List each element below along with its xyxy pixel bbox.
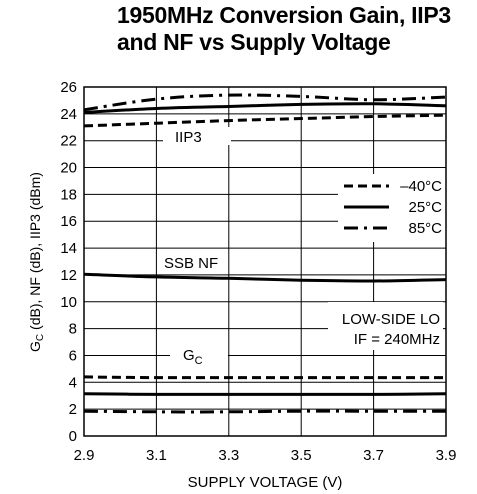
y-tick-label: 6 <box>69 347 77 364</box>
y-axis-label: GC (dB), NF (dB), IIP3 (dBm) <box>27 172 46 352</box>
y-tick-label: 2 <box>69 401 77 418</box>
x-axis-label: SUPPLY VOLTAGE (V) <box>188 474 343 491</box>
legend-label-minus40: –40°C <box>400 178 442 195</box>
series-line-gc-dashdot <box>83 409 446 414</box>
series-line-gc-dashed <box>83 375 446 380</box>
y-tick-label: 26 <box>60 79 77 96</box>
x-tick-label: 2.9 <box>74 447 95 464</box>
y-tick-label: 10 <box>60 294 77 311</box>
series-line-iip3-solid <box>83 102 447 114</box>
conditions-box: LOW-SIDE LO IF = 240MHz <box>328 302 443 350</box>
annotation-iip3: IIP3 <box>163 127 231 146</box>
x-tick-label: 3.7 <box>363 447 384 464</box>
series-line-ssb-nf-solid <box>83 272 447 283</box>
y-tick-label: 4 <box>69 374 77 391</box>
chart-title-line-1: 1950MHz Conversion Gain, IIP3 <box>117 2 451 28</box>
conditions-line-2: IF = 240MHz <box>354 331 440 348</box>
conditions-line-1: LOW-SIDE LO <box>342 311 440 328</box>
annotation-nf-label: SSB NF <box>164 255 218 272</box>
y-tick-label: 24 <box>60 106 77 123</box>
chart-title-line-2: and NF vs Supply Voltage <box>117 29 391 55</box>
annotation-iip3-bg <box>163 127 231 145</box>
y-tick-label: 14 <box>60 240 77 257</box>
annotation-gc-label: GC <box>183 347 203 367</box>
x-tick-label: 3.9 <box>436 447 457 464</box>
legend-label-25: 25°C <box>408 199 442 216</box>
annotation-gc: GC <box>170 344 228 367</box>
legend: –40°C 25°C 85°C <box>338 174 450 242</box>
chart-title: 1950MHz Conversion Gain, IIP3 and NF vs … <box>117 2 477 56</box>
grid <box>83 86 447 437</box>
series-line-iip3-dashed <box>83 113 447 128</box>
conditions-bg <box>328 302 443 350</box>
y-tick-label: 18 <box>60 186 77 203</box>
annotation-gc-bg <box>170 344 228 366</box>
series-line-iip3-dashdot <box>83 93 447 112</box>
y-tick-label: 0 <box>69 428 77 445</box>
y-tick-label: 8 <box>69 321 77 338</box>
y-tick-label: 12 <box>60 267 77 284</box>
series-line-gc-solid <box>83 392 447 396</box>
x-tick-label: 3.3 <box>218 447 239 464</box>
series-lines <box>83 93 447 414</box>
x-tick-label: 3.5 <box>291 447 312 464</box>
y-tick-label: 20 <box>60 160 77 177</box>
annotation-iip3-label: IIP3 <box>175 129 202 146</box>
y-tick-label: 16 <box>60 213 77 230</box>
legend-label-85: 85°C <box>408 220 442 237</box>
plot-frame <box>83 86 447 437</box>
x-tick-label: 3.1 <box>146 447 167 464</box>
y-tick-label: 22 <box>60 133 77 150</box>
